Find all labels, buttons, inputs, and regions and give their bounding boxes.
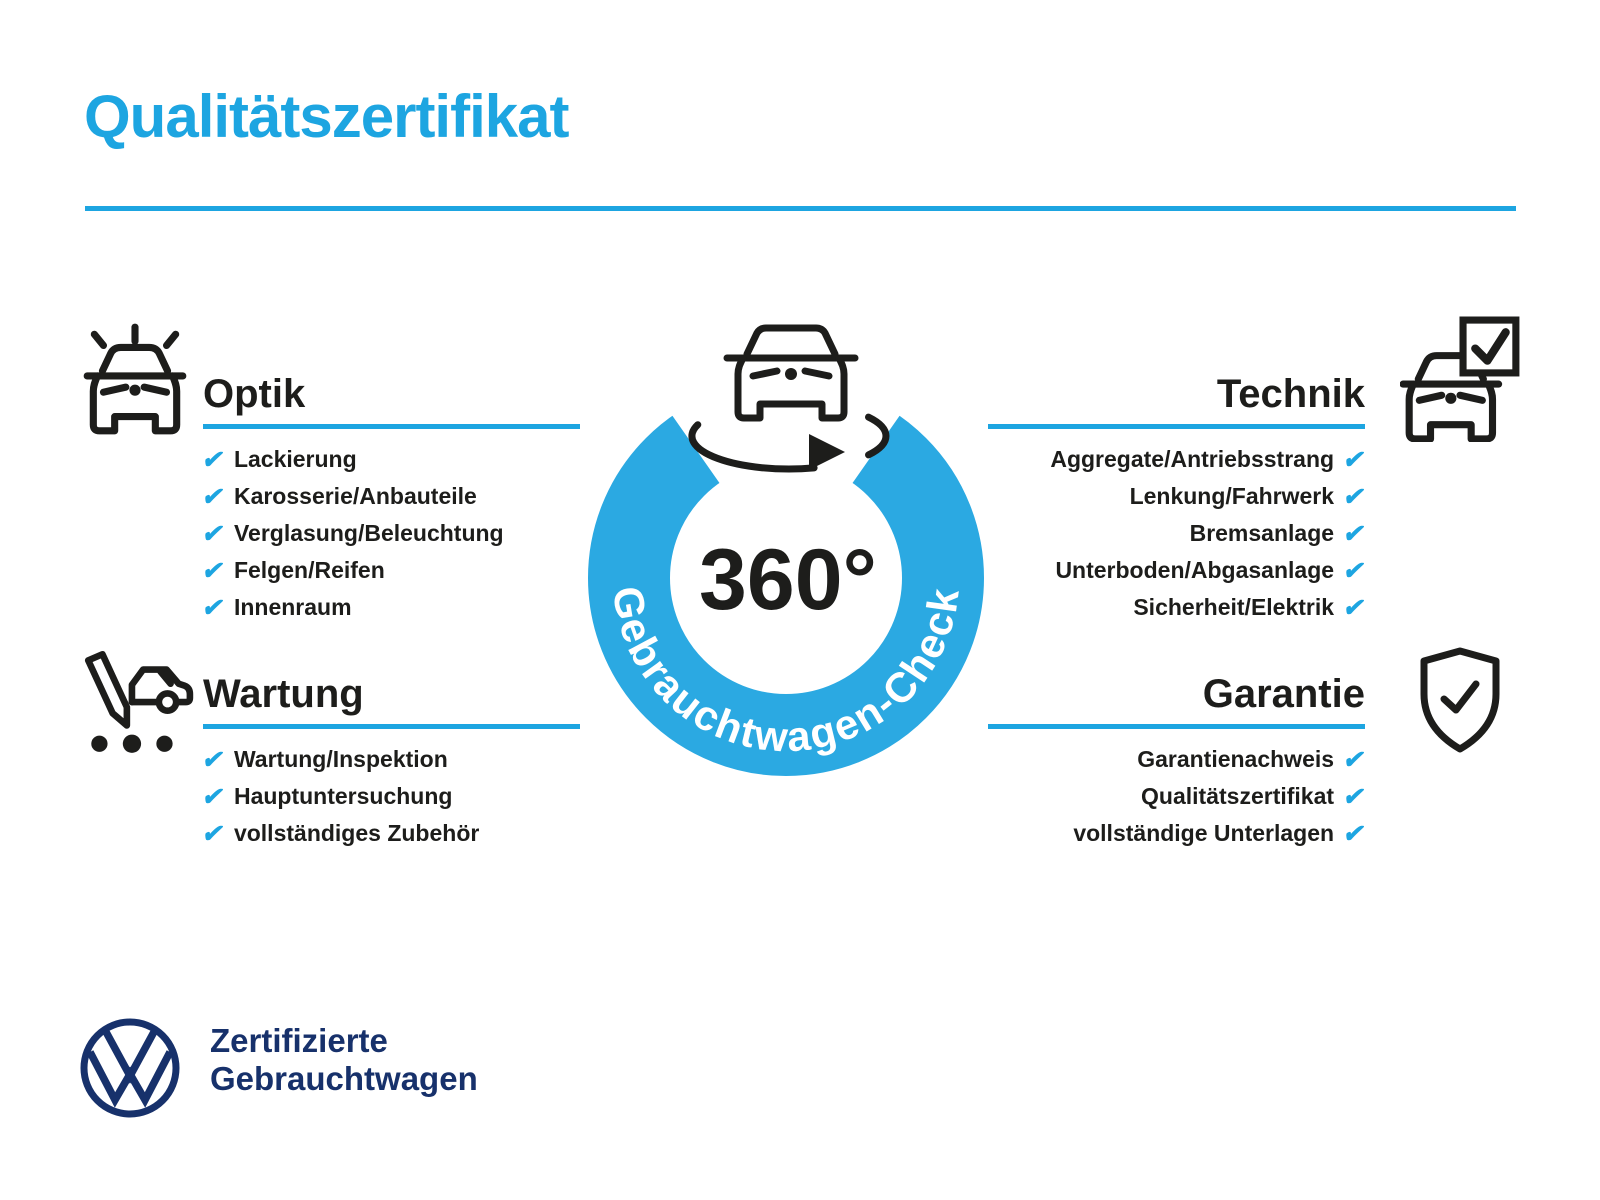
check-icon: ✔ [200,782,227,811]
brand-text: Zertifizierte Gebrauchtwagen [210,1022,478,1098]
item-label: Hauptuntersuchung [233,783,453,809]
section-divider [203,424,580,429]
car-rotation-icon [719,320,863,426]
item-label: vollständige Unterlagen [1073,820,1335,846]
item-label: vollständiges Zubehör [233,820,480,846]
brand-line-2: Gebrauchtwagen [210,1060,478,1097]
check-icon: ✔ [1341,445,1368,474]
item-label: Verglasung/Beleuchtung [233,520,504,546]
checklist-item: ✔ Sicherheit/Elektrik [1133,589,1368,626]
check-icon: ✔ [200,519,227,548]
check-icon: ✔ [1341,482,1368,511]
checklist-item: ✔ Lackierung [200,441,583,478]
brand-line-1: Zertifizierte [210,1022,388,1059]
item-label: Unterboden/Abgasanlage [1055,557,1335,583]
item-label: Lackierung [233,446,357,472]
check-icon: ✔ [1341,556,1368,585]
item-label: Lenkung/Fahrwerk [1129,483,1335,509]
item-label: Aggregate/Antriebsstrang [1050,446,1335,472]
check-icon: ✔ [200,745,227,774]
checklist-item: ✔ Qualitätszertifikat [1141,778,1368,815]
section-wartung: Wartung ✔ Wartung/Inspektion ✔ Hauptunters… [200,672,583,852]
checklist-item: ✔ vollständiges Zubehör [200,815,583,852]
checklist-garantie: ✔ Garantienachweis ✔ Qualitätszertifikat ✔… [965,741,1368,852]
check-icon: ✔ [200,556,227,585]
checklist-item: ✔ Hauptuntersuchung [200,778,583,815]
check-icon: ✔ [1341,519,1368,548]
check-icon: ✔ [1341,593,1368,622]
check-icon: ✔ [1341,819,1368,848]
checklist-item: ✔ Karosserie/Anbauteile [200,478,583,515]
vw-logo [80,1018,180,1118]
checklist-item: ✔ Innenraum [200,589,583,626]
checklist-item: ✔ Bremsanlage [1189,515,1368,552]
check-icon: ✔ [1341,745,1368,774]
car-checkbox-icon [1400,316,1520,442]
item-label: Innenraum [233,594,352,620]
checklist-item: ✔ Wartung/Inspektion [200,741,583,778]
item-label: Sicherheit/Elektrik [1133,594,1335,620]
check-icon: ✔ [200,593,227,622]
page-title: Qualitätszertifikat [84,83,569,150]
checklist-item: ✔ Lenkung/Fahrwerk [1129,478,1368,515]
checklist-technik: ✔ Aggregate/Antriebsstrang ✔ Lenkung/Fahrw… [965,441,1368,626]
item-label: Qualitätszertifikat [1141,783,1335,809]
item-label: Bremsanlage [1189,520,1335,546]
check-icon: ✔ [200,819,227,848]
check-icon: ✔ [200,482,227,511]
section-optik: Optik ✔ Lackierung ✔ Karosserie/Anbauteile… [200,372,583,626]
degree-label: 360° [699,532,877,628]
checklist-item: ✔ Felgen/Reifen [200,552,583,589]
check-icon: ✔ [200,445,227,474]
checklist-item: ✔ Aggregate/Antriebsstrang [1050,441,1368,478]
title-divider [85,206,1516,211]
360-degree-check-badge: 360° Gebrauchtwagen-Check [588,320,984,776]
section-title-optik: Optik [203,372,306,416]
car-headlights-icon [83,323,187,435]
checklist-item: ✔ Verglasung/Beleuchtung [200,515,583,552]
checklist-wartung: ✔ Wartung/Inspektion ✔ Hauptuntersuchung ✔… [200,741,583,852]
pencil-car-icon [84,650,194,753]
checklist-item: ✔ vollständige Unterlagen [1073,815,1368,852]
item-label: Garantienachweis [1137,746,1335,772]
checklist-item: ✔ Garantienachweis [1137,741,1368,778]
section-title-technik: Technik [1216,372,1365,416]
section-divider [203,724,580,729]
checklist-optik: ✔ Lackierung ✔ Karosserie/Anbauteile ✔ Verg… [200,441,583,626]
item-label: Felgen/Reifen [233,557,385,583]
section-divider [988,724,1365,729]
section-title-garantie: Garantie [1202,672,1365,716]
item-label: Karosserie/Anbauteile [233,483,477,509]
section-title-wartung: Wartung [203,672,364,716]
rotation-arrowhead [809,434,845,470]
section-divider [988,424,1365,429]
item-label: Wartung/Inspektion [233,746,448,772]
checklist-item: ✔ Unterboden/Abgasanlage [1055,552,1368,589]
section-technik: Technik ✔ Aggregate/Antriebsstrang ✔ Lenku… [965,372,1368,626]
check-icon: ✔ [1341,782,1368,811]
shield-check-icon [1420,647,1500,753]
section-garantie: Garantie ✔ Garantienachweis ✔ Qualitätszer… [965,672,1368,852]
